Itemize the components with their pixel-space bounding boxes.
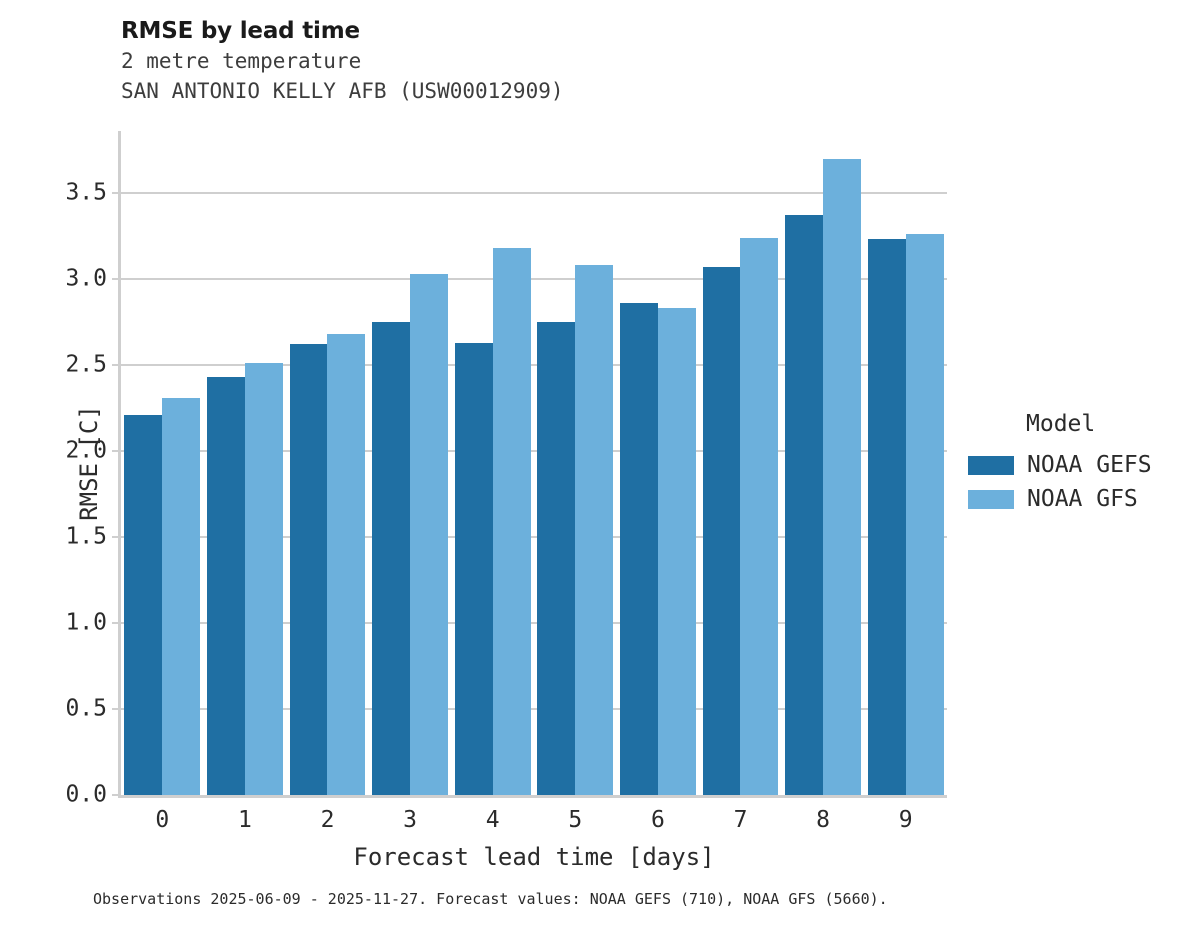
y-tick-label: 1.5 (65, 523, 107, 550)
y-tick-mark (112, 449, 119, 452)
legend-item-noaa-gefs[interactable]: NOAA GEFS (968, 448, 1183, 482)
bar-group (124, 131, 201, 795)
bar-group (206, 131, 283, 795)
y-tick-label: 3.5 (65, 179, 107, 206)
y-tick-label: 0.5 (65, 695, 107, 722)
y-tick-mark (112, 363, 119, 366)
bar-noaa-gefs-day-8[interactable] (785, 215, 824, 795)
chart-subtitle: 2 metre temperature (121, 49, 362, 73)
plot-area: 0.0 0.5 1.0 1.5 2.0 2.5 3.0 3.5 0 1 2 3 4 5 6 7 8 9 RMSE… (65, 131, 947, 832)
bars-layer (121, 131, 947, 795)
title-block: RMSE by lead time 2 metre temperature SA… (121, 16, 1021, 106)
chart-caption: Observations 2025-06-09 - 2025-11-27. Fo… (93, 890, 888, 908)
legend: Model NOAA GEFS NOAA GFS (968, 410, 1183, 516)
legend-swatch-icon (968, 455, 1014, 475)
bar-group (785, 131, 862, 795)
bar-group (619, 131, 696, 795)
bar-noaa-gefs-day-1[interactable] (206, 377, 245, 795)
y-tick-label: 1.0 (65, 609, 107, 636)
bar-noaa-gfs-day-3[interactable] (410, 273, 449, 795)
chart-station-label: SAN ANTONIO KELLY AFB (USW00012909) (121, 79, 564, 103)
x-tick-label: 6 (650, 807, 665, 833)
y-tick-label: 0.0 (65, 781, 107, 808)
bar-noaa-gefs-day-3[interactable] (372, 321, 411, 795)
bar-group (537, 131, 614, 795)
gridline (121, 535, 947, 538)
y-tick-mark (112, 191, 119, 194)
bar-noaa-gefs-day-7[interactable] (702, 266, 741, 795)
y-axis-spine (118, 131, 121, 795)
x-tick-label: 5 (568, 807, 583, 833)
x-tick-label: 0 (155, 807, 170, 833)
gridline (121, 277, 947, 280)
bar-noaa-gfs-day-1[interactable] (244, 363, 283, 795)
bar-noaa-gfs-day-6[interactable] (657, 308, 696, 795)
y-axis-title: RMSE [C] (75, 405, 103, 521)
y-tick-mark (112, 621, 119, 624)
x-tick-label: 2 (320, 807, 335, 833)
bar-noaa-gfs-day-2[interactable] (327, 334, 366, 795)
bar-noaa-gefs-day-2[interactable] (289, 344, 328, 795)
x-tick-label: 8 (816, 807, 831, 833)
x-tick-label: 1 (237, 807, 252, 833)
bar-group (867, 131, 944, 795)
x-axis-title: Forecast lead time [days] (353, 843, 715, 871)
y-tick-label: 2.0 (65, 437, 107, 464)
bar-group (289, 131, 366, 795)
bar-noaa-gefs-day-0[interactable] (124, 414, 163, 795)
y-tick-mark (112, 794, 119, 796)
legend-entries: NOAA GEFS NOAA GFS (968, 448, 1183, 516)
x-axis-spine (118, 795, 947, 798)
gridline (121, 621, 947, 624)
gridline (121, 449, 947, 452)
bar-group (454, 131, 531, 795)
bar-noaa-gefs-day-6[interactable] (619, 303, 658, 795)
gridline (121, 707, 947, 710)
gridline (121, 363, 947, 366)
x-tick-label: 7 (733, 807, 748, 833)
bar-noaa-gfs-day-4[interactable] (492, 247, 531, 795)
x-tick-label: 3 (403, 807, 418, 833)
bar-noaa-gefs-day-9[interactable] (867, 239, 906, 795)
y-tick-label: 3.0 (65, 265, 107, 292)
y-tick-label: 2.5 (65, 351, 107, 378)
y-tick-mark (112, 535, 119, 538)
legend-title: Model (1026, 411, 1096, 437)
y-tick-mark (112, 277, 119, 280)
bar-noaa-gfs-day-0[interactable] (162, 397, 201, 795)
bar-noaa-gfs-day-8[interactable] (823, 158, 862, 795)
x-tick-label: 9 (898, 807, 913, 833)
bar-noaa-gfs-day-7[interactable] (740, 237, 779, 795)
legend-item-noaa-gfs[interactable]: NOAA GFS (968, 482, 1183, 516)
page-title: RMSE by lead time (121, 18, 360, 44)
gridline (121, 191, 947, 194)
x-tick-label: 4 (485, 807, 500, 833)
legend-swatch-icon (968, 489, 1014, 509)
bar-noaa-gfs-day-5[interactable] (575, 265, 614, 795)
bar-group (372, 131, 449, 795)
bar-noaa-gefs-day-4[interactable] (454, 342, 493, 795)
bar-group (702, 131, 779, 795)
y-tick-mark (112, 707, 119, 710)
legend-label: NOAA GFS (1027, 485, 1138, 512)
bar-noaa-gfs-day-9[interactable] (905, 234, 944, 795)
legend-label: NOAA GEFS (1027, 451, 1152, 478)
bar-noaa-gefs-day-5[interactable] (537, 321, 576, 795)
